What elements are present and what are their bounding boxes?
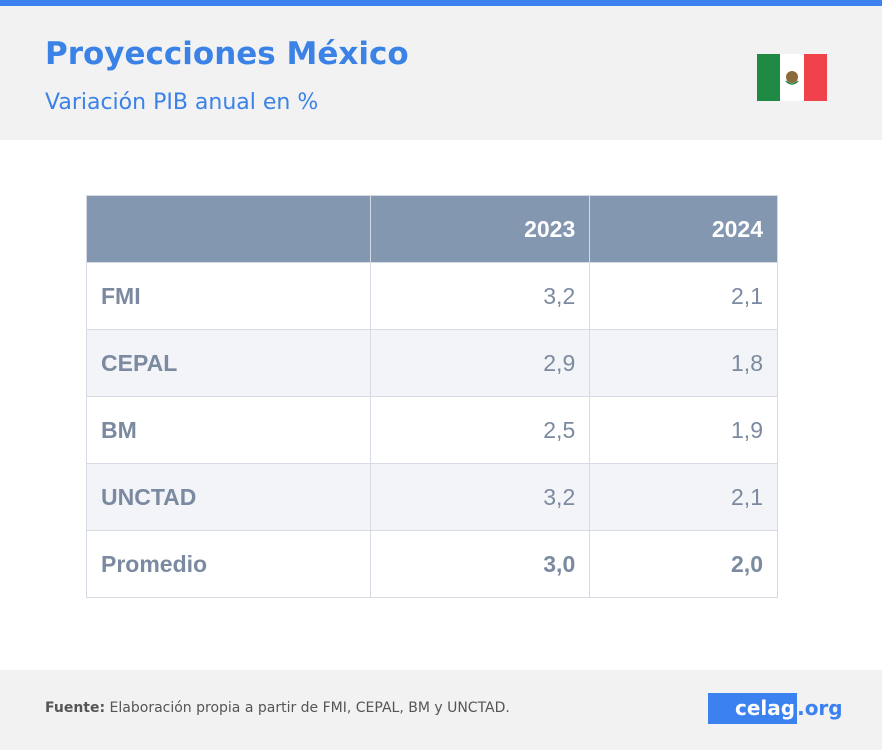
table-row: CEPAL 2,9 1,8 (86, 329, 778, 397)
row-label: FMI (86, 262, 371, 330)
cell-value: 2,5 (369, 396, 591, 464)
column-header (86, 195, 371, 263)
footer: Fuente: Elaboración propia a partir de F… (0, 670, 882, 750)
subtitle: Variación PIB anual en % (45, 90, 319, 115)
data-table: 2023 2024 FMI 3,2 2,1 CEPAL 2,9 1,8 BM 2,5 1,9 UNCT… (86, 195, 778, 598)
row-label: CEPAL (86, 329, 371, 397)
header-row: 2023 2024 (86, 195, 778, 263)
table-row: Promedio 3,0 2,0 (86, 530, 778, 598)
column-header: 2024 (589, 195, 778, 263)
row-label: BM (86, 396, 371, 464)
logo-text: celag (708, 693, 798, 724)
cell-value: 2,1 (589, 262, 778, 330)
logo: celag .org (708, 693, 843, 724)
cell-value: 1,9 (589, 396, 778, 464)
source-label: Fuente: (45, 700, 106, 716)
source-text: Elaboración propia a partir de FMI, CEPA… (109, 700, 510, 716)
cell-value: 3,2 (369, 262, 591, 330)
flag (757, 54, 827, 101)
cell-value: 1,8 (589, 329, 778, 397)
row-label: Promedio (86, 530, 371, 598)
row-label: UNCTAD (86, 463, 371, 531)
cell-value: 2,9 (369, 329, 591, 397)
cell-value: 3,2 (369, 463, 591, 531)
source: Fuente: Elaboración propia a partir de F… (45, 700, 510, 716)
table-row: UNCTAD 3,2 2,1 (86, 463, 778, 531)
title: Proyecciones México (45, 36, 409, 72)
cell-value: 2,1 (589, 463, 778, 531)
table-row: FMI 3,2 2,1 (86, 262, 778, 330)
table-row: BM 2,5 1,9 (86, 396, 778, 464)
column-header: 2023 (369, 195, 591, 263)
cell-value: 2,0 (589, 530, 778, 598)
logo-suffix: .org (797, 696, 843, 720)
header: Proyecciones México Variación PIB anual … (0, 6, 882, 140)
top-bar (0, 0, 882, 6)
cell-value: 3,0 (369, 530, 591, 598)
